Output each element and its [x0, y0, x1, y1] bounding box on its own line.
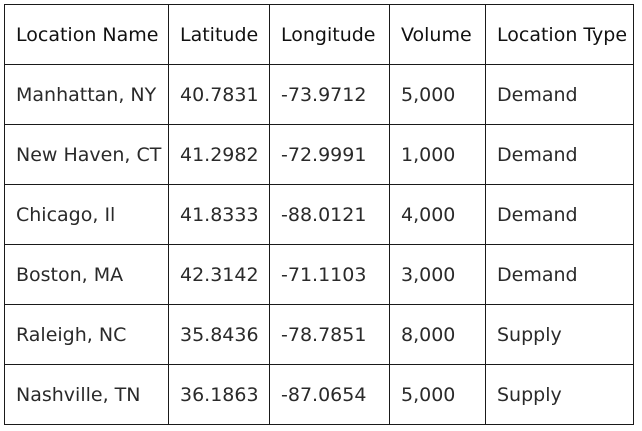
cell-longitude: -78.7851: [269, 304, 390, 365]
cell-latitude: 40.7831: [168, 64, 270, 125]
locations-table: Location Name Latitude Longitude Volume …: [4, 4, 634, 425]
cell-volume: 3,000: [389, 244, 486, 305]
cell-location-name: Boston, MA: [4, 244, 169, 305]
cell-location-type: Demand: [485, 244, 634, 305]
cell-latitude: 36.1863: [168, 364, 270, 425]
cell-location-name: New Haven, CT: [4, 124, 169, 185]
cell-latitude: 35.8436: [168, 304, 270, 365]
table-row: Boston, MA 42.3142 -71.1103 3,000 Demand: [4, 244, 634, 305]
cell-volume: 4,000: [389, 184, 486, 245]
table-row: Nashville, TN 36.1863 -87.0654 5,000 Sup…: [4, 364, 634, 425]
locations-table-container: Location Name Latitude Longitude Volume …: [4, 4, 634, 425]
cell-longitude: -71.1103: [269, 244, 390, 305]
table-row: New Haven, CT 41.2982 -72.9991 1,000 Dem…: [4, 124, 634, 185]
header-volume: Volume: [389, 4, 486, 65]
cell-longitude: -72.9991: [269, 124, 390, 185]
cell-volume: 1,000: [389, 124, 486, 185]
cell-location-type: Demand: [485, 184, 634, 245]
header-latitude: Latitude: [168, 4, 270, 65]
header-location-name: Location Name: [4, 4, 169, 65]
cell-longitude: -87.0654: [269, 364, 390, 425]
table-header: Location Name Latitude Longitude Volume …: [4, 4, 634, 65]
cell-longitude: -73.9712: [269, 64, 390, 125]
cell-volume: 5,000: [389, 64, 486, 125]
cell-location-type: Demand: [485, 64, 634, 125]
header-location-type: Location Type: [485, 4, 634, 65]
cell-location-name: Chicago, Il: [4, 184, 169, 245]
cell-location-name: Manhattan, NY: [4, 64, 169, 125]
cell-longitude: -88.0121: [269, 184, 390, 245]
table-row: Chicago, Il 41.8333 -88.0121 4,000 Deman…: [4, 184, 634, 245]
cell-volume: 8,000: [389, 304, 486, 365]
cell-latitude: 41.2982: [168, 124, 270, 185]
cell-location-name: Raleigh, NC: [4, 304, 169, 365]
cell-location-type: Supply: [485, 304, 634, 365]
cell-location-name: Nashville, TN: [4, 364, 169, 425]
header-row: Location Name Latitude Longitude Volume …: [4, 4, 634, 65]
header-longitude: Longitude: [269, 4, 390, 65]
cell-latitude: 41.8333: [168, 184, 270, 245]
cell-location-type: Demand: [485, 124, 634, 185]
table-body: Manhattan, NY 40.7831 -73.9712 5,000 Dem…: [4, 64, 634, 425]
cell-volume: 5,000: [389, 364, 486, 425]
cell-location-type: Supply: [485, 364, 634, 425]
table-row: Raleigh, NC 35.8436 -78.7851 8,000 Suppl…: [4, 304, 634, 365]
table-row: Manhattan, NY 40.7831 -73.9712 5,000 Dem…: [4, 64, 634, 125]
cell-latitude: 42.3142: [168, 244, 270, 305]
